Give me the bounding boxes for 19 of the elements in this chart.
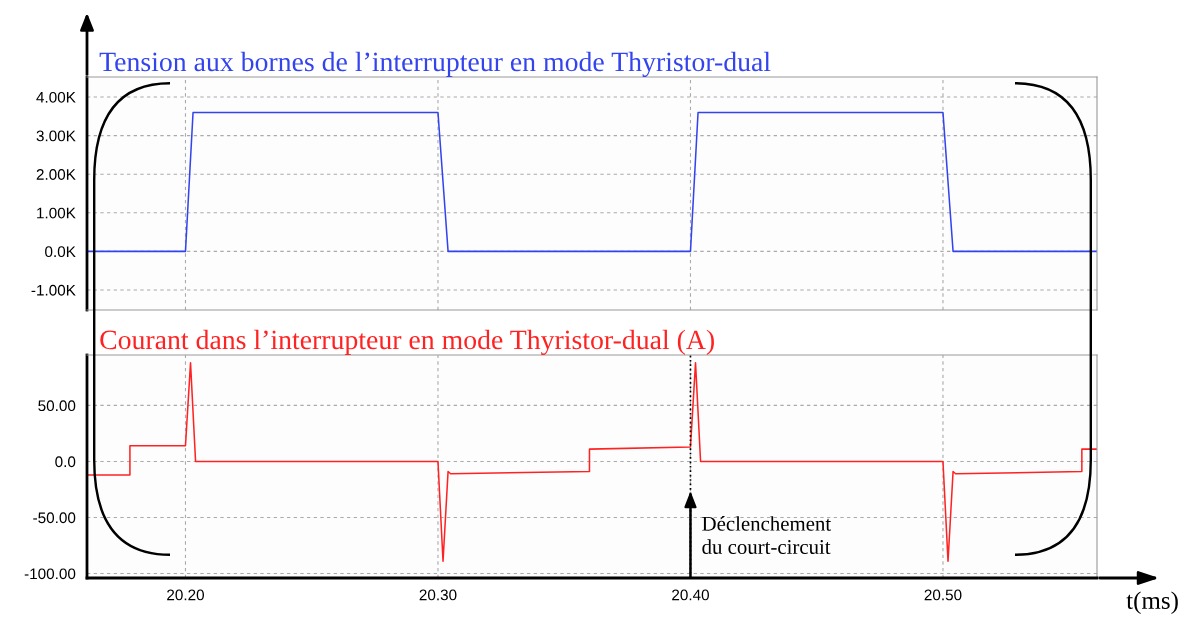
x-tick-label: 20.50 — [924, 589, 962, 601]
x-axis-title: t(ms) — [1126, 591, 1178, 615]
annotation: Déclenchement du court-circuit — [702, 516, 832, 555]
x-tick-label: 20.30 — [419, 589, 457, 601]
y-tick-label: -100.00 — [24, 568, 76, 580]
y-tick-label: 3.00K — [36, 130, 76, 142]
y-tick-label: 2.00K — [36, 169, 76, 180]
chart-title: Tension aux bornes de l’interrupteur en mode Thyristor-dual — [99, 51, 771, 77]
y-tick-label: 1.00K — [37, 207, 76, 219]
y-tick-label: 0.0 — [55, 456, 76, 468]
y-tick-label: 4.00K — [36, 91, 76, 103]
y-tick-label: -1.00K — [31, 284, 76, 296]
y-tick-label: 50.00 — [38, 400, 76, 412]
x-tick-label: 20.20 — [167, 589, 204, 601]
line-series — [87, 362, 1097, 562]
chart-title: Courant dans l’interrupteur en mode Thyristor-dual (A) — [100, 329, 714, 355]
y-tick-label: -50.00 — [33, 512, 76, 524]
y-tick-label: 0.0K — [45, 246, 76, 258]
x-tick-label: 20.40 — [672, 589, 709, 601]
